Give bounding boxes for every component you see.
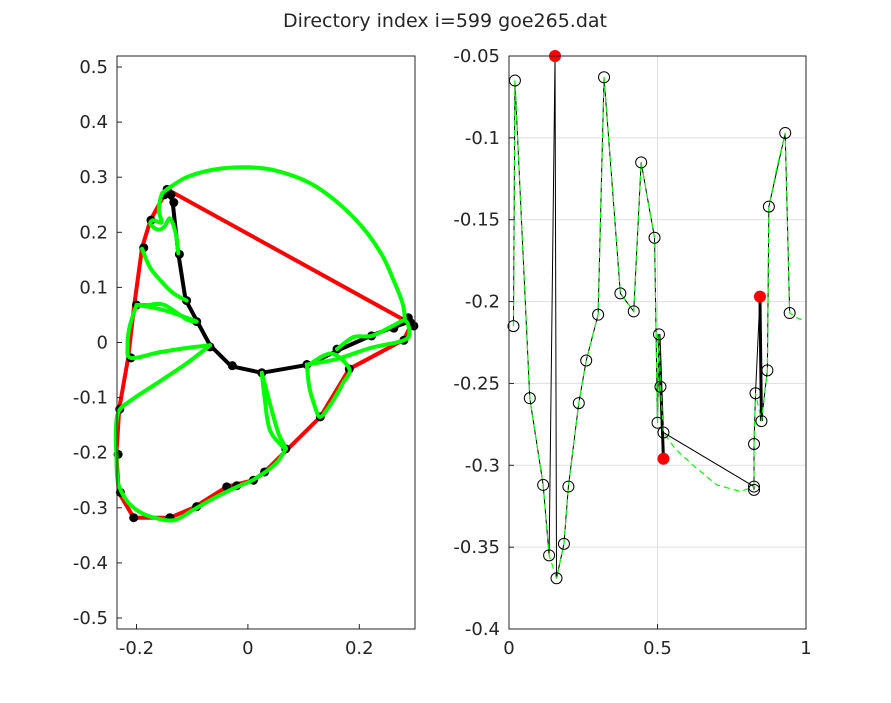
left-series-11-curve [304, 318, 412, 367]
right-series-5-point-27 [779, 126, 792, 139]
right-series-5-point-25 [761, 364, 774, 377]
left-y-tick-label-8: -0.3 [73, 498, 108, 519]
right-series-6-highlight-1 [657, 452, 670, 465]
right-y-tick-label-2: -0.15 [453, 210, 500, 231]
left-series-2-marker-27 [129, 513, 139, 523]
right-series-5-point-2 [523, 392, 536, 405]
right-series-5-point-17 [652, 328, 665, 341]
right-y-tick-label-0: -0.05 [453, 46, 500, 67]
right-y-tick-label-7: -0.4 [465, 619, 500, 640]
left-y-tick-label-9: -0.4 [73, 553, 108, 574]
left-series-0-boundary [114, 187, 413, 520]
left-series-2-marker-2 [169, 198, 179, 208]
right-y-tick-label-4: -0.25 [453, 373, 500, 394]
left-series-8-curve [113, 343, 288, 523]
right-y-tick-label-3: -0.2 [465, 292, 500, 313]
right-series-5-point-8 [572, 397, 585, 410]
left-plot-marks [113, 165, 419, 523]
right-series-5-point-10 [592, 308, 605, 321]
right-series-4-dashed [753, 132, 807, 487]
left-y-tick-label-0: 0.5 [79, 57, 108, 78]
right-series-5-point-15 [648, 231, 661, 244]
left-x-tick-label-1: 0 [242, 638, 253, 659]
right-series-5-point-13 [627, 305, 640, 318]
left-series-4-curve [148, 187, 181, 256]
right-series-5-point-7 [562, 480, 575, 493]
right-series-2-thick-line [758, 296, 763, 422]
right-y-tick-label-5: -0.3 [465, 455, 500, 476]
right-series-5-point-9 [580, 354, 593, 367]
left-y-tick-label-7: -0.2 [73, 443, 108, 464]
right-series-5-point-23 [749, 387, 762, 400]
left-y-tick-label-3: 0.2 [79, 222, 108, 243]
left-series-7-curve [125, 303, 212, 361]
right-plot-marks [507, 50, 807, 585]
right-series-5-point-18 [654, 380, 667, 393]
right-series-5-point-6 [557, 537, 570, 550]
right-axis-ticks: 0 0.5 1 -0.05 -0.1 -0.15 -0.2 -0.25 -0.3 -0.35 -0.… [453, 46, 811, 659]
right-series-5-point-16 [651, 416, 664, 429]
right-series-5-point-5 [550, 572, 563, 585]
left-y-tick-label-1: 0.4 [79, 112, 108, 133]
left-y-tick-label-10: -0.5 [73, 608, 108, 629]
right-series-5-point-20 [748, 480, 761, 493]
left-y-tick-label-6: -0.1 [73, 388, 108, 409]
right-series-6-highlight-2 [753, 290, 766, 303]
right-series-5-point-14 [635, 156, 648, 169]
right-x-tick-label-1: 0.5 [643, 638, 672, 659]
left-axis-ticks: -0.2 0 0.2 0.5 0.4 0.3 0.2 0.1 0 -0.1 -0.2 -0.3 -0.4… [73, 57, 374, 659]
left-series-10-curve [304, 351, 352, 419]
left-series-5-curve [140, 246, 189, 303]
right-series-5-point-26 [762, 200, 775, 213]
right-series-5-point-0 [507, 320, 520, 333]
right-series-5-point-12 [614, 287, 627, 300]
right-series-3-dashed [512, 77, 755, 581]
left-y-tick-label-4: 0.1 [79, 277, 108, 298]
right-y-tick-label-6: -0.35 [453, 537, 500, 558]
left-series-2-marker-7 [227, 361, 237, 371]
left-y-tick-label-2: 0.3 [79, 167, 108, 188]
right-series-5-point-3 [537, 478, 550, 491]
left-y-tick-label-5: 0 [97, 333, 108, 354]
right-x-tick-label-0: 0 [503, 638, 514, 659]
left-series-9-curve [259, 370, 288, 451]
left-axes-frame [116, 55, 416, 630]
figure-title: Directory index i=599 goe265.dat [283, 10, 607, 32]
left-x-tick-label-2: 0.2 [345, 638, 374, 659]
right-series-0-line [512, 55, 791, 579]
left-series-6-curve [134, 301, 199, 324]
left-series-2-marker-1 [166, 190, 176, 200]
right-series-5-point-28 [783, 307, 796, 320]
right-series-5-point-19 [657, 426, 670, 439]
right-series-5-point-21 [748, 483, 761, 496]
right-series-5-point-4 [543, 549, 556, 562]
right-plot-panel: 0 0.5 1 -0.05 -0.1 -0.15 -0.2 -0.25 -0.3 -0.35 -0.… [453, 46, 811, 659]
left-series-2-marker-14 [409, 321, 419, 331]
right-y-tick-label-1: -0.1 [465, 128, 500, 149]
right-x-tick-label-2: 1 [800, 638, 811, 659]
left-plot-panel: -0.2 0 0.2 0.5 0.4 0.3 0.2 0.1 0 -0.1 -0.2 -0.3 -0.4… [73, 55, 419, 659]
left-series-3-curve [165, 165, 407, 323]
right-series-5-point-22 [748, 438, 761, 451]
right-series-5-point-11 [598, 71, 611, 84]
right-series-5-point-24 [755, 415, 768, 428]
left-x-tick-label-0: -0.2 [119, 638, 154, 659]
